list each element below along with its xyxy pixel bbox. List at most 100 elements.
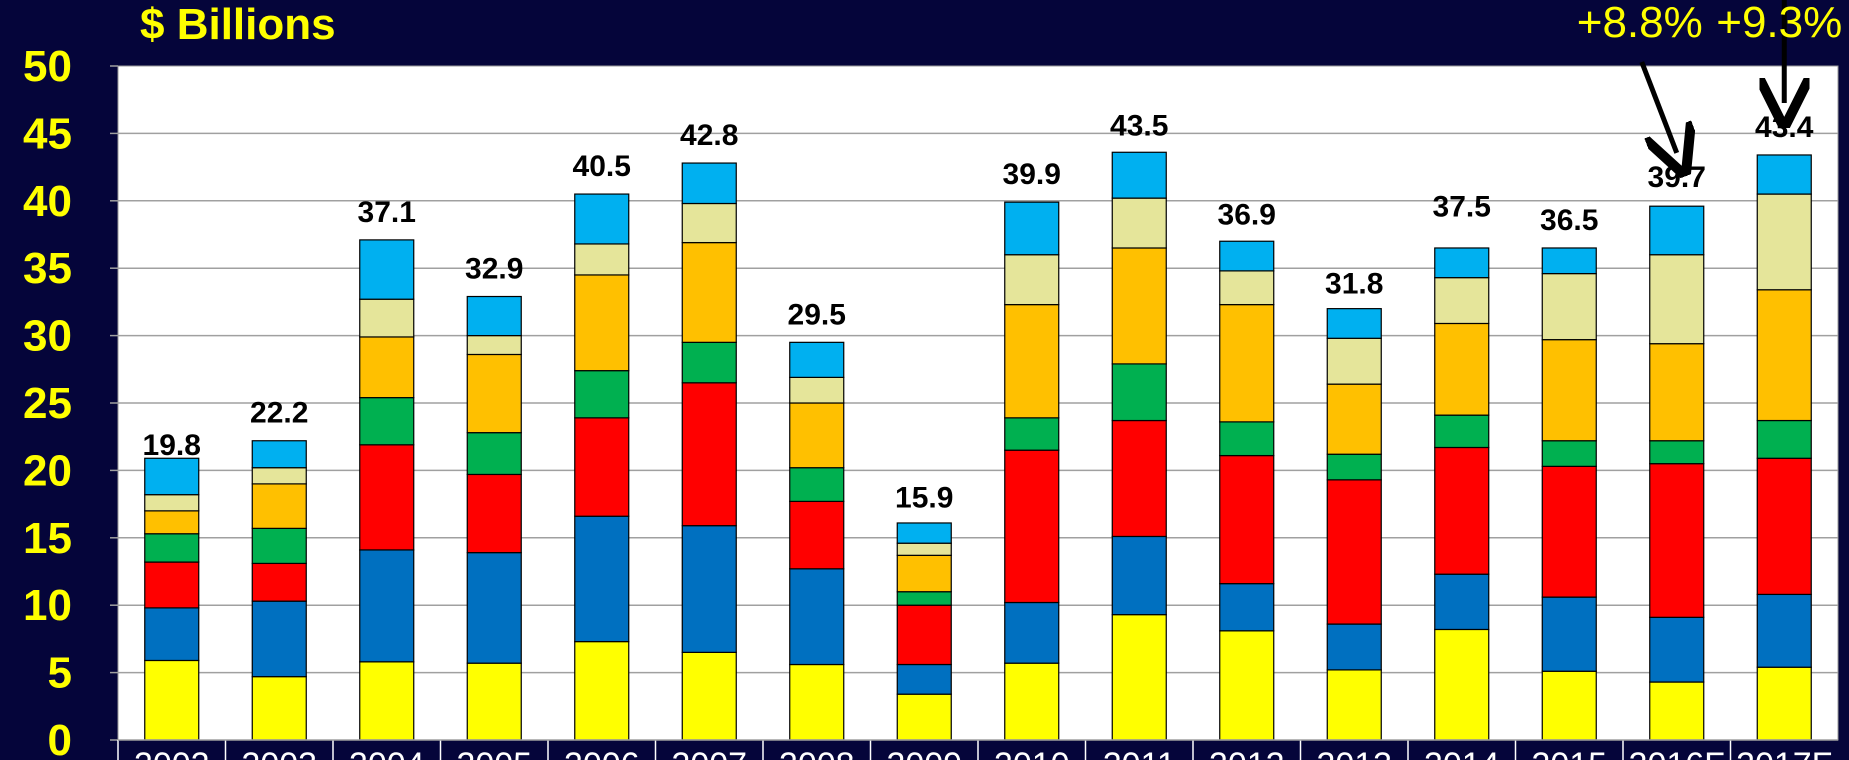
bar-segment-2016f-3 [1649,440,1705,465]
bar-segment-2007-2 [681,382,737,527]
total-label-2010: 39.9 [1003,158,1061,191]
bar-segment-2006-6 [574,193,630,245]
bar-segment-2014-6 [1434,247,1490,279]
bar-segment-2004-6 [359,239,415,300]
bar-segment-2015-3 [1541,440,1597,467]
bar-segment-2010-5 [1004,254,1060,306]
y-axis-title: $ Billions [140,0,336,49]
y-tick-label: 25 [23,379,72,428]
bar-segment-2002-4 [144,510,200,535]
x-tick-label-2004: 2004 [349,746,425,760]
bar-segment-2016f-0 [1649,681,1705,741]
bar-segment-2013-0 [1326,669,1382,741]
bar-segment-2003-5 [251,467,307,485]
bar-segment-2010-4 [1004,303,1060,419]
bar-segment-2008-4 [789,402,845,469]
bar-segment-2002-3 [144,533,200,563]
x-tick-label-2010: 2010 [994,746,1070,760]
bar-segment-2012-5 [1219,270,1275,306]
bar-segment-2009-2 [896,604,952,666]
bar-segment-2003-2 [251,562,307,602]
bar-segment-2012-6 [1219,240,1275,272]
y-tick-label: 35 [23,244,72,293]
bar-segment-2011-0 [1111,614,1167,741]
bar-segment-2015-5 [1541,272,1597,341]
bar-segment-2013-3 [1326,453,1382,481]
bar-segment-2017f-1 [1756,593,1812,668]
bar-segment-2009-4 [896,554,952,593]
bar-segment-2016f-6 [1649,205,1705,256]
bar-segment-2004-1 [359,549,415,663]
bar-segment-2003-6 [251,440,307,469]
bar-segment-2009-6 [896,522,952,544]
y-tick-label: 20 [23,446,72,495]
bar-segment-2017f-2 [1756,457,1812,596]
bar-segment-2010-1 [1004,601,1060,664]
y-tick-label: 40 [23,177,72,226]
bar-segment-2009-0 [896,693,952,741]
bar-segment-2009-1 [896,663,952,695]
x-tick-label-2013: 2013 [1316,746,1392,760]
bar-segment-2011-4 [1111,247,1167,365]
bar-segment-2010-0 [1004,662,1060,741]
total-label-2011: 43.5 [1110,110,1168,143]
bar-segment-2014-4 [1434,322,1490,416]
total-label-2014: 37.5 [1433,191,1491,224]
bar-segment-2005-1 [466,552,522,664]
annotation-2016f: +8.8% [1576,0,1703,47]
x-tick-label-2012: 2012 [1209,746,1285,760]
x-tick-label-2008: 2008 [779,746,855,760]
bar-segment-2008-0 [789,663,845,741]
y-tick-label: 5 [48,649,72,698]
bar-segment-2006-2 [574,417,630,517]
bar-segment-2014-0 [1434,628,1490,741]
bar-segment-2017f-0 [1756,666,1812,741]
bar-segment-2016f-2 [1649,463,1705,618]
bar-segment-2011-2 [1111,419,1167,538]
bar-segment-2002-1 [144,607,200,662]
total-label-2016f: 39.7 [1648,161,1706,194]
bar-segment-2007-5 [681,202,737,244]
bar-segment-2003-1 [251,600,307,678]
bar-segment-2012-3 [1219,421,1275,457]
x-tick-label-2003: 2003 [241,746,317,760]
bar-segment-2007-4 [681,241,737,343]
bar-segment-2012-1 [1219,583,1275,632]
bar-segment-2008-6 [789,341,845,378]
bar-segment-2014-5 [1434,277,1490,325]
x-tick-label-2015: 2015 [1531,746,1607,760]
bar-segment-2002-0 [144,659,200,741]
bar-segment-2012-2 [1219,454,1275,585]
bar-segment-2014-2 [1434,446,1490,575]
bar-segment-2008-5 [789,376,845,404]
bar-segment-2007-3 [681,341,737,384]
x-tick-label-2017f: 2017F [1736,746,1832,760]
bar-segment-2017f-4 [1756,289,1812,422]
bar-segment-2010-6 [1004,201,1060,256]
bar-segment-2010-2 [1004,449,1060,604]
bar-segment-2009-3 [896,591,952,606]
x-tick-label-2011: 2011 [1103,746,1176,760]
bar-segment-2017f-3 [1756,419,1812,459]
y-tick-label: 10 [23,581,72,630]
bar-segment-2014-1 [1434,573,1490,631]
bar-segment-2013-2 [1326,479,1382,625]
total-label-2007: 42.8 [680,119,738,152]
total-label-2005: 32.9 [465,253,523,286]
total-label-2012: 36.9 [1218,199,1276,232]
total-label-2015: 36.5 [1540,204,1598,237]
bar-segment-2006-0 [574,640,630,741]
bar-segment-2007-0 [681,651,737,741]
bar-segment-2013-1 [1326,623,1382,671]
bar-segment-2006-3 [574,370,630,419]
x-tick-label-2005: 2005 [456,746,532,760]
bar-segment-2002-2 [144,561,200,609]
bar-segment-2008-2 [789,500,845,570]
bar-segment-2008-3 [789,467,845,503]
total-label-2004: 37.1 [358,196,416,229]
bar-segment-2006-1 [574,515,630,643]
bar-segment-2004-3 [359,397,415,446]
bar-segment-2013-4 [1326,383,1382,455]
bar-segment-2011-3 [1111,363,1167,422]
x-tick-label-2009: 2009 [886,746,962,760]
